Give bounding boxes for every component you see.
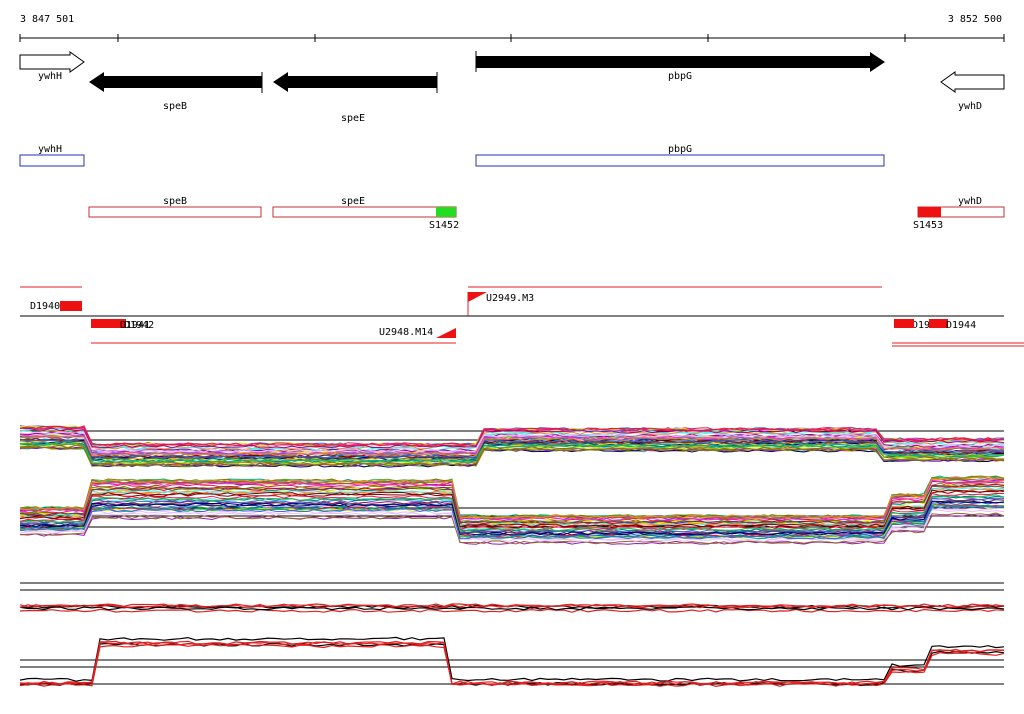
probe-label: D1943	[912, 320, 942, 331]
trace	[19, 603, 1005, 608]
probe-box	[894, 319, 914, 328]
trace	[19, 512, 1005, 545]
trace	[19, 438, 1004, 460]
probe-label: D1944	[946, 320, 976, 331]
trace	[19, 425, 1005, 447]
trace	[19, 636, 1005, 682]
probe-label: U2948.M14	[379, 327, 433, 338]
trace	[19, 476, 1005, 519]
trace	[19, 446, 1005, 467]
transcript-label: ywhD	[958, 196, 982, 207]
probe-box	[929, 319, 948, 328]
probe-box	[60, 301, 82, 311]
transcript-label: speB	[163, 196, 187, 207]
probe-label: D1940	[30, 301, 60, 312]
transcript-box	[88, 206, 262, 218]
trace	[19, 431, 1005, 453]
trace	[19, 440, 1005, 462]
probe-box	[91, 319, 126, 328]
operon-label: ywhH	[38, 144, 62, 155]
trace	[19, 442, 1005, 464]
gene-label: ywhH	[38, 71, 62, 82]
transcript-label: speE	[341, 196, 365, 207]
probe-label: U2949.M3	[486, 293, 534, 304]
site-marker	[918, 207, 941, 217]
site-marker	[436, 207, 456, 217]
operon-label: pbpG	[668, 144, 692, 155]
transcript-box	[272, 206, 457, 218]
gene-arrow	[89, 72, 262, 92]
trace	[19, 485, 1005, 525]
trace	[19, 492, 1005, 531]
trace	[19, 489, 1005, 528]
probe-label: D1942	[124, 320, 154, 331]
trace	[19, 500, 1005, 536]
trace	[19, 438, 1005, 459]
gene-label: speE	[341, 113, 365, 124]
ruler-end: 3 852 500	[948, 14, 1002, 25]
trace	[19, 640, 1005, 685]
gene-arrow	[476, 52, 885, 72]
probe-label: D1941	[120, 320, 150, 331]
gene-arrow	[940, 71, 1005, 93]
trace	[19, 494, 1005, 532]
trace	[19, 608, 1005, 613]
gene-arrow	[273, 72, 437, 92]
trace	[19, 642, 1005, 687]
trace	[19, 505, 1005, 540]
ruler-start: 3 847 501	[20, 14, 74, 25]
trace	[19, 503, 1005, 539]
expression-traces	[19, 425, 1005, 688]
trace	[19, 428, 1005, 449]
trace	[19, 427, 1005, 449]
trace	[19, 490, 1005, 529]
reference-lines	[20, 430, 1004, 685]
operon-box	[475, 154, 885, 167]
trace	[19, 606, 1005, 611]
trace	[19, 641, 1005, 686]
trace	[19, 643, 1005, 688]
ruler-ticks	[19, 34, 1005, 42]
gene-label: speB	[163, 101, 187, 112]
site-label: S1453	[913, 220, 943, 231]
gene-arrow	[19, 51, 85, 73]
trace	[19, 440, 1005, 462]
trace	[19, 479, 1005, 521]
trace	[19, 604, 1005, 609]
trace	[19, 444, 1005, 466]
trace	[19, 435, 1005, 457]
trace	[19, 486, 1005, 527]
gene-label: pbpG	[668, 71, 692, 82]
site-label: S1452	[429, 220, 459, 231]
gene-label: ywhD	[958, 101, 982, 112]
operon-box	[19, 154, 85, 167]
trace	[19, 504, 1005, 540]
